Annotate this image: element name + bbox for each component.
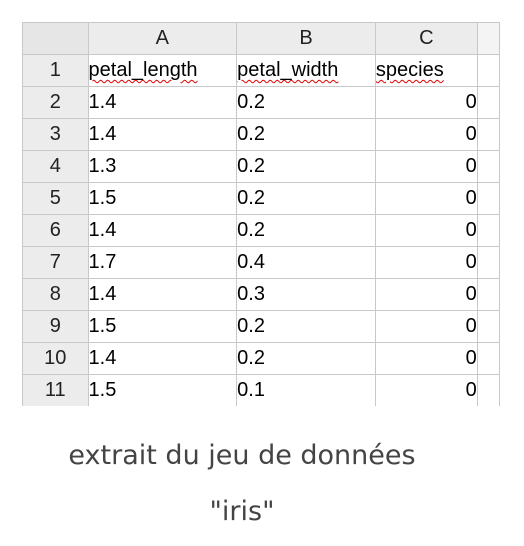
row-header[interactable]: 7: [22, 246, 89, 279]
cell-c[interactable]: 0: [374, 150, 478, 183]
row-header[interactable]: 5: [22, 182, 89, 215]
cell-b[interactable]: 0.1: [236, 374, 376, 406]
cell-d[interactable]: [476, 310, 500, 343]
cell-a[interactable]: 1.7: [87, 246, 238, 279]
table-row: 5 1.5 0.2 0: [22, 182, 500, 215]
cell-d[interactable]: [476, 86, 500, 119]
cell-c[interactable]: 0: [374, 182, 478, 215]
table-row: 6 1.4 0.2 0: [22, 214, 500, 247]
cell-d1[interactable]: [476, 54, 500, 87]
cell-b[interactable]: 0.2: [236, 310, 376, 343]
column-header-a[interactable]: A: [87, 22, 238, 55]
cell-c[interactable]: 0: [374, 246, 478, 279]
row-header[interactable]: 6: [22, 214, 89, 247]
row-header[interactable]: 3: [22, 118, 89, 151]
cell-a1[interactable]: petal_length: [87, 54, 238, 87]
cell-d[interactable]: [476, 214, 500, 247]
cell-text: petal_width: [237, 59, 339, 81]
cell-a[interactable]: 1.4: [87, 86, 238, 119]
cell-c[interactable]: 0: [374, 342, 478, 375]
spreadsheet: A B C 1 petal_length petal_width species…: [22, 22, 500, 406]
cell-a[interactable]: 1.4: [87, 118, 238, 151]
cell-d[interactable]: [476, 246, 500, 279]
cell-c[interactable]: 0: [374, 86, 478, 119]
cell-b[interactable]: 0.2: [236, 214, 376, 247]
caption-line-2: "iris": [209, 496, 275, 527]
cell-c[interactable]: 0: [374, 310, 478, 343]
cell-text: petal_length: [88, 59, 198, 81]
table-row: 1 petal_length petal_width species: [22, 54, 500, 87]
cell-b[interactable]: 0.2: [236, 86, 376, 119]
table-row: 10 1.4 0.2 0: [22, 342, 500, 375]
cell-d[interactable]: [476, 374, 500, 406]
cell-a[interactable]: 1.5: [87, 374, 238, 406]
table-row: 8 1.4 0.3 0: [22, 278, 500, 311]
cell-d[interactable]: [476, 182, 500, 215]
cell-a[interactable]: 1.4: [87, 278, 238, 311]
cell-a[interactable]: 1.5: [87, 310, 238, 343]
column-header-d[interactable]: [476, 22, 500, 55]
cell-b[interactable]: 0.2: [236, 118, 376, 151]
cell-d[interactable]: [476, 342, 500, 375]
row-header[interactable]: 10: [22, 342, 89, 375]
cell-d[interactable]: [476, 150, 500, 183]
spreadsheet-body: 1 petal_length petal_width species 2 1.4 0…: [22, 54, 500, 406]
cell-b1[interactable]: petal_width: [236, 54, 376, 87]
cell-a[interactable]: 1.4: [87, 342, 238, 375]
column-header-b[interactable]: B: [236, 22, 376, 55]
table-row: 4 1.3 0.2 0: [22, 150, 500, 183]
table-row: 7 1.7 0.4 0: [22, 246, 500, 279]
cell-b[interactable]: 0.2: [236, 150, 376, 183]
cell-text: species: [375, 59, 444, 81]
row-header[interactable]: 4: [22, 150, 89, 183]
row-header[interactable]: 11: [22, 374, 89, 406]
cell-a[interactable]: 1.5: [87, 182, 238, 215]
table-row: 2 1.4 0.2 0: [22, 86, 500, 119]
cell-c[interactable]: 0: [374, 374, 478, 406]
cell-b[interactable]: 0.4: [236, 246, 376, 279]
spreadsheet-grid: A B C 1 petal_length petal_width species…: [22, 22, 500, 406]
cell-c[interactable]: 0: [374, 214, 478, 247]
cell-b[interactable]: 0.2: [236, 182, 376, 215]
cell-d[interactable]: [476, 118, 500, 151]
caption-line-1: extrait du jeu de données: [68, 440, 416, 471]
cell-b[interactable]: 0.2: [236, 342, 376, 375]
row-header[interactable]: 2: [22, 86, 89, 119]
cell-a[interactable]: 1.3: [87, 150, 238, 183]
row-header[interactable]: 9: [22, 310, 89, 343]
cell-c[interactable]: 0: [374, 118, 478, 151]
table-row: 11 1.5 0.1 0: [22, 374, 500, 406]
cell-d[interactable]: [476, 278, 500, 311]
column-header-c[interactable]: C: [374, 22, 478, 55]
cell-c1[interactable]: species: [374, 54, 478, 87]
row-header[interactable]: 8: [22, 278, 89, 311]
column-header-row: A B C: [22, 22, 500, 55]
cell-c[interactable]: 0: [374, 278, 478, 311]
table-row: 9 1.5 0.2 0: [22, 310, 500, 343]
row-header[interactable]: 1: [22, 54, 89, 87]
cell-a[interactable]: 1.4: [87, 214, 238, 247]
cell-b[interactable]: 0.3: [236, 278, 376, 311]
select-all-corner[interactable]: [22, 22, 89, 55]
table-row: 3 1.4 0.2 0: [22, 118, 500, 151]
